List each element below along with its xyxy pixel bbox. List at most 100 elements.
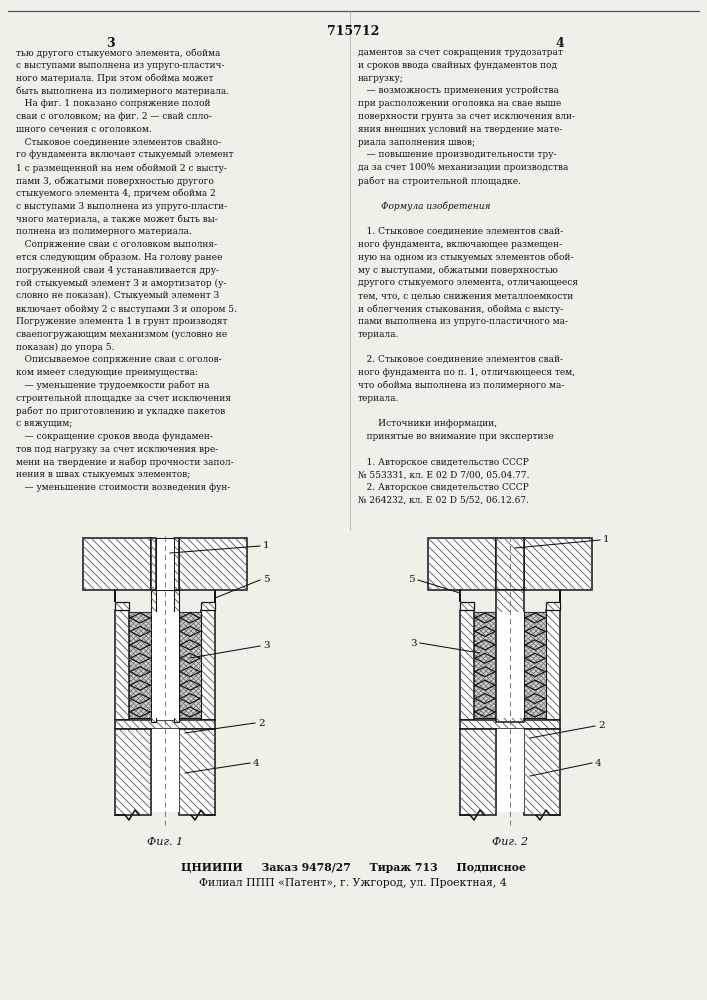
Polygon shape <box>174 590 179 722</box>
Text: 5: 5 <box>409 576 415 584</box>
Text: шного сечения с оголовком.: шного сечения с оголовком. <box>16 125 152 134</box>
Text: и сроков ввода свайных фундаментов под: и сроков ввода свайных фундаментов под <box>358 61 557 70</box>
Text: поверхности грунта за счет исключения вли-: поверхности грунта за счет исключения вл… <box>358 112 575 121</box>
Text: строительной площадке за счет исключения: строительной площадке за счет исключения <box>16 394 231 403</box>
Text: Источники информации,: Источники информации, <box>358 419 497 428</box>
Text: териала.: териала. <box>358 394 399 403</box>
Text: — повышение производительности тру-: — повышение производительности тру- <box>358 150 556 159</box>
Text: Филиал ППП «Патент», г. Ужгород, ул. Проектная, 4: Филиал ППП «Патент», г. Ужгород, ул. Про… <box>199 878 507 888</box>
Polygon shape <box>546 610 560 720</box>
Text: с вяжущим;: с вяжущим; <box>16 419 72 428</box>
Text: нагрузку;: нагрузку; <box>358 74 404 83</box>
Polygon shape <box>151 590 156 720</box>
Text: 2: 2 <box>598 722 604 730</box>
Text: с выступами выполнена из упруго-пластич-: с выступами выполнена из упруго-пластич- <box>16 61 225 70</box>
Text: териала.: териала. <box>358 330 399 339</box>
Text: Формула изобретения: Формула изобретения <box>358 202 491 211</box>
Text: му с выступами, обжатыми поверхностью: му с выступами, обжатыми поверхностью <box>358 266 558 275</box>
Polygon shape <box>460 610 474 720</box>
Text: 3: 3 <box>105 37 115 50</box>
Text: На фиг. 1 показано сопряжение полой: На фиг. 1 показано сопряжение полой <box>16 99 211 108</box>
Text: нения в швах стыкуемых элементов;: нения в швах стыкуемых элементов; <box>16 470 190 479</box>
Text: сваи с оголовком; на фиг. 2 — свай спло-: сваи с оголовком; на фиг. 2 — свай спло- <box>16 112 212 121</box>
Text: ного фундамента, включающее размещен-: ного фундамента, включающее размещен- <box>358 240 562 249</box>
Text: гой стыкуемый элемент 3 и амортизатор (у-: гой стыкуемый элемент 3 и амортизатор (у… <box>16 278 226 288</box>
Bar <box>151 729 178 812</box>
Text: работ на строительной площадке.: работ на строительной площадке. <box>358 176 521 186</box>
Text: 4: 4 <box>595 758 602 768</box>
Polygon shape <box>524 612 546 718</box>
Bar <box>156 538 174 590</box>
Text: — уменьшение трудоемкости работ на: — уменьшение трудоемкости работ на <box>16 381 209 390</box>
Polygon shape <box>115 729 151 815</box>
Text: 715712: 715712 <box>327 25 379 38</box>
Text: тов под нагрузку за счет исключения вре-: тов под нагрузку за счет исключения вре- <box>16 445 218 454</box>
Polygon shape <box>524 729 560 815</box>
Text: да за счет 100% механизации производства: да за счет 100% механизации производства <box>358 163 568 172</box>
Text: словно не показан). Стыкуемый элемент 3: словно не показан). Стыкуемый элемент 3 <box>16 291 219 300</box>
Text: работ по приготовлению и укладке пакетов: работ по приготовлению и укладке пакетов <box>16 406 226 416</box>
Polygon shape <box>201 602 215 610</box>
Polygon shape <box>524 538 592 602</box>
Text: включает обойму 2 с выступами 3 и опором 5.: включает обойму 2 с выступами 3 и опором… <box>16 304 237 314</box>
Text: сваепогружающим механизмом (условно не: сваепогружающим механизмом (условно не <box>16 330 227 339</box>
Text: 5: 5 <box>263 576 269 584</box>
Text: ного материала. При этом обойма может: ного материала. При этом обойма может <box>16 74 214 83</box>
Text: с выступами 3 выполнена из упруго-пласти-: с выступами 3 выполнена из упруго-пласти… <box>16 202 227 211</box>
Text: принятые во внимание при экспертизе: принятые во внимание при экспертизе <box>358 432 554 441</box>
Text: 3: 3 <box>410 639 417 648</box>
Text: № 553331, кл. Е 02 D 7/00, 05.04.77.: № 553331, кл. Е 02 D 7/00, 05.04.77. <box>358 470 530 479</box>
Text: № 264232, кл. Е 02 D 5/52, 06.12.67.: № 264232, кл. Е 02 D 5/52, 06.12.67. <box>358 496 529 505</box>
Text: чного материала, а также может быть вы-: чного материала, а также может быть вы- <box>16 214 218 224</box>
Polygon shape <box>546 602 560 610</box>
Polygon shape <box>179 538 247 602</box>
Text: 2. Авторское свидетельство СССР: 2. Авторское свидетельство СССР <box>358 483 529 492</box>
Bar <box>496 612 523 718</box>
Text: — уменьшение стоимости возведения фун-: — уменьшение стоимости возведения фун- <box>16 483 230 492</box>
Text: полнена из полимерного материала.: полнена из полимерного материала. <box>16 227 192 236</box>
Text: 1 с размещенной на нем обоймой 2 с высту-: 1 с размещенной на нем обоймой 2 с высту… <box>16 163 227 173</box>
Text: 3: 3 <box>263 642 269 650</box>
Bar <box>156 590 174 720</box>
Polygon shape <box>115 602 129 610</box>
Polygon shape <box>179 612 201 718</box>
Text: Стыковое соединение элементов свайно-: Стыковое соединение элементов свайно- <box>16 138 221 147</box>
Text: быть выполнена из полимерного материала.: быть выполнена из полимерного материала. <box>16 86 229 96</box>
Polygon shape <box>474 612 496 718</box>
Text: пами 3, обжатыми поверхностью другого: пами 3, обжатыми поверхностью другого <box>16 176 214 186</box>
Polygon shape <box>83 538 151 602</box>
Text: 1: 1 <box>603 536 609 544</box>
Text: риала заполнения швов;: риала заполнения швов; <box>358 138 475 147</box>
Text: 2: 2 <box>258 718 264 728</box>
Polygon shape <box>460 729 496 815</box>
Text: ком имеет следующие преимущества:: ком имеет следующие преимущества: <box>16 368 198 377</box>
Text: и облегчения стыкования, обойма с высту-: и облегчения стыкования, обойма с высту- <box>358 304 563 314</box>
Text: яния внешних условий на твердение мате-: яния внешних условий на твердение мате- <box>358 125 562 134</box>
Text: что обойма выполнена из полимерного ма-: что обойма выполнена из полимерного ма- <box>358 381 564 390</box>
Polygon shape <box>129 612 151 718</box>
Polygon shape <box>428 538 496 602</box>
Text: 4: 4 <box>556 37 564 50</box>
Polygon shape <box>151 590 156 722</box>
Text: Фиг. 1: Фиг. 1 <box>147 837 183 847</box>
Polygon shape <box>460 720 560 729</box>
Text: тью другого стыкуемого элемента, обойма: тью другого стыкуемого элемента, обойма <box>16 48 221 57</box>
Text: при расположении оголовка на свае выше: при расположении оголовка на свае выше <box>358 99 561 108</box>
Text: — возможность применения устройства: — возможность применения устройства <box>358 86 559 95</box>
Text: погруженной сваи 4 устанавливается дру-: погруженной сваи 4 устанавливается дру- <box>16 266 219 275</box>
Text: ную на одном из стыкуемых элементов обой-: ную на одном из стыкуемых элементов обой… <box>358 253 573 262</box>
Text: 1: 1 <box>263 542 269 550</box>
Text: стыкуемого элемента 4, причем обойма 2: стыкуемого элемента 4, причем обойма 2 <box>16 189 216 198</box>
Polygon shape <box>460 602 474 610</box>
Polygon shape <box>179 729 215 815</box>
Text: 1. Авторское свидетельство СССР: 1. Авторское свидетельство СССР <box>358 458 529 467</box>
Text: ного фундамента по п. 1, отличающееся тем,: ного фундамента по п. 1, отличающееся те… <box>358 368 575 377</box>
Polygon shape <box>151 538 156 590</box>
Text: Погружение элемента 1 в грунт производят: Погружение элемента 1 в грунт производят <box>16 317 228 326</box>
Polygon shape <box>496 538 524 590</box>
Text: 1. Стыковое соединение элементов свай-: 1. Стыковое соединение элементов свай- <box>358 227 563 236</box>
Text: ется следующим образом. На голову ранее: ется следующим образом. На голову ранее <box>16 253 223 262</box>
Text: — сокращение сроков ввода фундамен-: — сокращение сроков ввода фундамен- <box>16 432 213 441</box>
Polygon shape <box>115 610 129 720</box>
Polygon shape <box>174 590 179 720</box>
